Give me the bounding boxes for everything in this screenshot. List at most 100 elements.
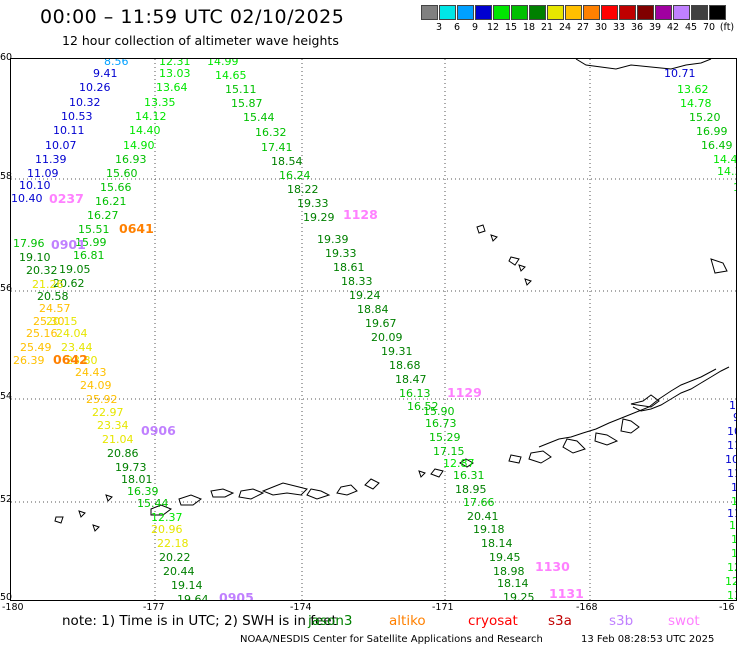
legend-label: 12 [486,22,500,33]
mission-label: s3a [548,613,572,629]
wave-height-value: 24.57 [39,302,71,315]
wave-height-value: 19.14 [171,579,203,592]
wave-height-value: 20.62 [53,277,85,290]
legend-swatch [691,5,708,20]
wave-height-value: 18.98 [493,565,525,578]
longitude-tick: -174 [290,602,312,613]
wave-height-value: 19.24 [349,289,381,302]
wave-height-value: 12.0 [729,519,736,532]
legend-label: 15 [504,22,518,33]
wave-height-value: 15.11 [225,83,257,96]
wave-height-value: 25.16 [26,327,58,340]
footer-note: note: 1) Time is in UTC; 2) SWH is in fe… [62,613,337,629]
legend-swatch [637,5,654,20]
wave-height-value: 13.62 [677,83,709,96]
wave-height-value: 18.22 [287,183,319,196]
wave-height-value: 13.32 [731,533,736,546]
wave-height-value: 22.97 [92,406,124,419]
credit-line: NOAA/NESDIS Center for Satellite Applica… [240,634,543,645]
wave-height-value: 22.18 [157,537,189,550]
page-title: 00:00 – 11:59 UTC 02/10/2025 [40,6,345,28]
longitude-tick: -168 [576,602,598,613]
legend-label: 33 [612,22,626,33]
wave-height-value: 19.39 [317,233,349,246]
wave-height-value: 20.58 [37,290,69,303]
wave-height-value: 20.41 [467,510,499,523]
wave-height-value: 15.29 [429,431,461,444]
wave-height-value: 15.60 [106,167,138,180]
wave-height-value: 10.26 [79,81,111,94]
wave-height-value: 16.24 [279,169,311,182]
pass-time-label: 1130 [535,559,570,574]
wave-height-value: 17.15 [433,445,465,458]
pass-time-label: 1129 [447,385,482,400]
wave-height-value: 14.12 [135,110,167,123]
wave-height-value: 24.04 [56,327,88,340]
wave-height-value: 18.47 [395,373,427,386]
legend-swatch [601,5,618,20]
wave-height-value: 8.56 [104,58,129,68]
wave-height-value: 19.33 [325,247,357,260]
wave-height-value: 10.71 [664,67,696,80]
legend-swatch [511,5,528,20]
wave-height-value: 15.99 [75,236,107,249]
wave-height-value: 16.31 [453,469,485,482]
wave-height-value: 19.10 [19,251,51,264]
wave-height-value: 18.01 [121,473,153,486]
wave-height-value: 10.40 [11,192,43,205]
wave-height-value: 13.03 [159,67,191,80]
wave-height-value: 16.21 [95,195,127,208]
legend-label: 45 [684,22,698,33]
wave-height-value: 16.13 [399,387,431,400]
wave-height-value: 20.15 [46,315,78,328]
pass-time-label: 1131 [549,586,584,601]
legend-swatch [529,5,546,20]
wave-height-value: 25.92 [86,393,118,406]
map-area[interactable]: 8.56 9.41 10.26 10.32 10.53 10.11 10.07 11.39 11… [10,58,737,601]
pass-time-label: 0906 [141,423,176,438]
latitude-tick: 54 [0,391,13,402]
wave-height-value: 19.18 [473,523,505,536]
graticule [11,59,736,600]
wave-height-value: 19.31 [381,345,413,358]
wave-height-value: 10 [729,399,736,412]
wave-height-value: 20.32 [26,264,58,277]
wave-height-value: 13.35 [144,96,176,109]
longitude-tick: -16 [719,602,735,613]
wave-height-value: 20.44 [163,565,195,578]
wave-height-value: 18.14 [497,577,529,590]
mission-label: swot [668,613,700,629]
legend-swatch [673,5,690,20]
wave-height-value: 18.14 [481,537,513,550]
wave-height-value: 21.04 [102,433,134,446]
wave-height-value: 20.22 [159,551,191,564]
legend-swatch [457,5,474,20]
wave-height-value: 23.34 [97,419,129,432]
wave-height-value: 10.32 [69,96,101,109]
wave-height-value: 24.09 [80,379,112,392]
wave-height-value: 18.95 [455,483,487,496]
wave-height-value: 15.87 [231,97,263,110]
legend-swatch [583,5,600,20]
wave-height-value: 9.41 [93,67,118,80]
legend-swatch [565,5,582,20]
wave-height-value: 18.68 [389,359,421,372]
wave-height-value: 11.7 [727,467,736,480]
wave-height-value: 16.81 [73,249,105,262]
wave-height-value: 25.49 [20,341,52,354]
wave-height-value: 13 [733,181,736,194]
map-canvas [11,59,736,600]
latitude-tick: 58 [0,171,13,182]
wave-height-value: 14.99 [207,58,239,68]
wave-height-value: 16.93 [115,153,147,166]
wave-height-value: 18.33 [341,275,373,288]
wave-height-value: 17.66 [463,496,495,509]
longitude-tick: -180 [2,602,24,613]
pass-time-label: 0237 [49,191,84,206]
wave-height-value: 11. [727,439,736,452]
legend-label: 6 [453,22,461,33]
wave-height-value: 17.41 [261,141,293,154]
wave-height-value: 15.44 [243,111,275,124]
wave-height-value: 15.51 [78,223,110,236]
legend-swatch [493,5,510,20]
